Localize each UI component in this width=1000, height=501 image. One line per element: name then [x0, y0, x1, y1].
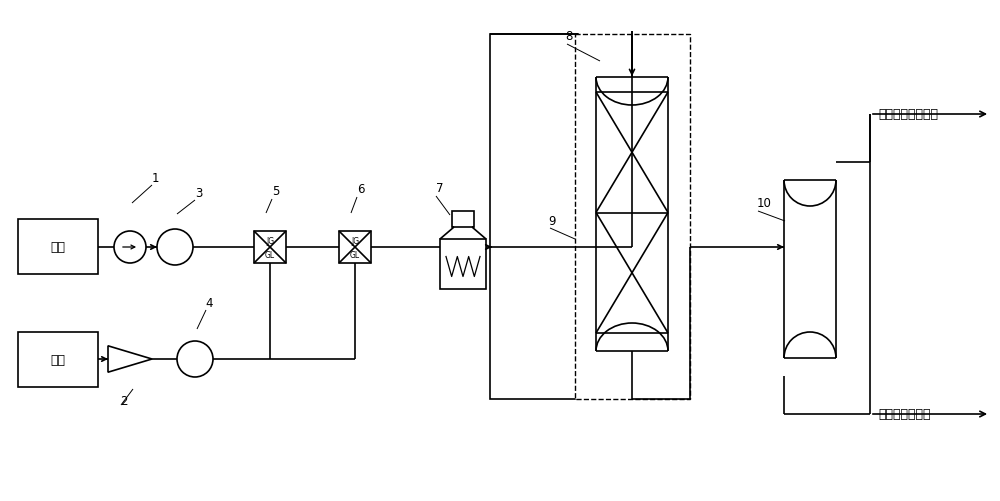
Bar: [452, 211, 474, 227]
Bar: [575, 35, 690, 399]
Bar: [490, 35, 578, 399]
Text: 8: 8: [565, 30, 572, 43]
Text: 7: 7: [436, 182, 444, 194]
Bar: [440, 239, 486, 290]
Text: GL: GL: [265, 250, 275, 259]
Text: 蜡油: 蜡油: [51, 240, 66, 254]
Text: 9: 9: [548, 214, 556, 227]
Text: 气相至循环氢系统: 气相至循环氢系统: [878, 108, 938, 121]
Text: GL: GL: [350, 250, 360, 259]
Bar: [18, 219, 98, 275]
Bar: [254, 231, 286, 264]
Bar: [339, 231, 371, 264]
Text: 2: 2: [120, 394, 128, 407]
Circle shape: [177, 341, 213, 377]
Text: 10: 10: [757, 196, 772, 209]
Text: 液相至分馏系统: 液相至分馏系统: [878, 408, 930, 421]
Circle shape: [157, 229, 193, 266]
Text: 3: 3: [195, 187, 202, 199]
Circle shape: [114, 231, 146, 264]
Text: 6: 6: [357, 183, 365, 195]
Text: 4: 4: [205, 297, 213, 310]
Bar: [18, 332, 98, 387]
Text: 氢气: 氢气: [51, 353, 66, 366]
Polygon shape: [108, 346, 152, 372]
Text: JG: JG: [351, 237, 359, 246]
Text: JG: JG: [266, 237, 274, 246]
Text: 5: 5: [272, 185, 279, 197]
Text: 1: 1: [152, 172, 160, 185]
